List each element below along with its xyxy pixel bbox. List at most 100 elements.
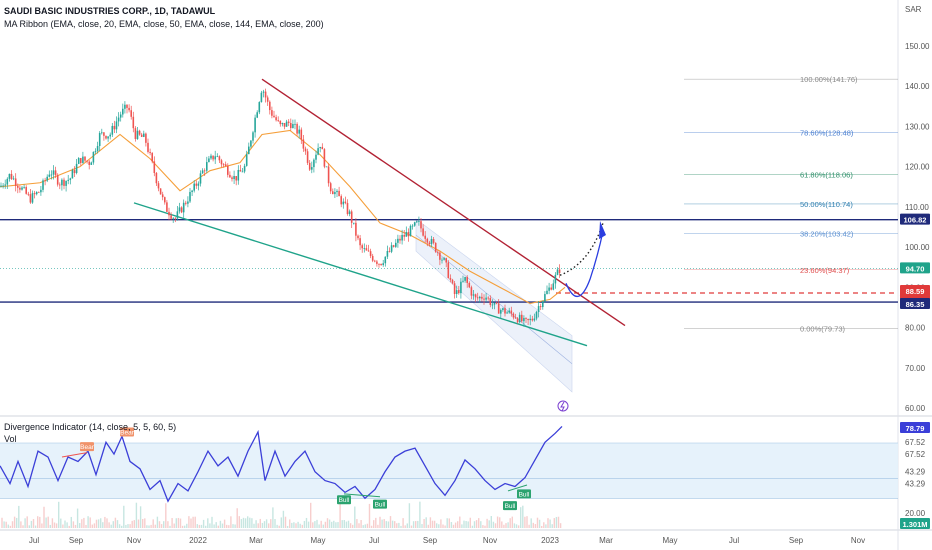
candle-body [296, 123, 298, 134]
candle-body [109, 134, 111, 137]
volume-bar [223, 519, 226, 528]
volume-bar [173, 523, 175, 528]
volume-bar [238, 516, 240, 528]
candle-body [258, 102, 261, 113]
volume-bar [333, 520, 335, 528]
candle-body [277, 120, 279, 122]
signal-label: Bear [120, 429, 135, 436]
candle-body [10, 173, 13, 180]
volume-bar [165, 503, 167, 528]
volume-bar [198, 524, 201, 528]
volume-bar [76, 508, 79, 528]
candle-body [342, 201, 345, 205]
time-tick-label: Sep [423, 536, 438, 545]
candle-body [300, 129, 303, 140]
volume-bar [349, 523, 352, 528]
candle-body [46, 176, 48, 181]
candle-body [405, 232, 408, 237]
candle-body [4, 184, 6, 186]
volume-bar [297, 521, 299, 528]
candle-body [151, 153, 153, 162]
candle-body [245, 154, 248, 166]
volume-bar [217, 525, 219, 528]
volume-bar [100, 518, 102, 528]
candle-body [275, 117, 277, 121]
volume-bar [293, 522, 295, 528]
volume-bar [196, 524, 198, 528]
volume-bar [133, 520, 135, 528]
volume-bar [53, 522, 56, 528]
volume-bar [179, 518, 182, 528]
signal-label: Bear [80, 444, 95, 451]
candle-body [441, 259, 443, 261]
volume-bar [417, 520, 419, 528]
volume-bar [469, 517, 471, 528]
volume-bar [9, 525, 12, 528]
price-tick-label: 150.00 [905, 42, 930, 51]
candle-body [248, 146, 250, 155]
volume-bar [303, 520, 306, 528]
candle-body [262, 91, 265, 93]
support-trendline [133, 202, 588, 347]
candle-body [369, 251, 372, 256]
candle-body [227, 165, 229, 175]
signal-label: Bull [339, 497, 350, 504]
indicator-tick-label: 43.29 [905, 480, 926, 489]
volume-bar [87, 516, 89, 528]
candle-body [376, 261, 378, 264]
candle-body [516, 318, 519, 323]
candle-body [241, 171, 244, 173]
volume-bar [301, 524, 303, 528]
fib-level-label: 0.00%(79.73) [800, 325, 846, 334]
price-label-value: 94.70 [906, 264, 925, 273]
volume-bar [192, 516, 194, 528]
candle-body [546, 290, 548, 295]
candle-body [432, 239, 435, 243]
candle-body [266, 97, 269, 102]
candle-body [107, 136, 109, 139]
volume-bar [184, 525, 186, 528]
volume-bar [167, 521, 169, 528]
signal-label: Bull [519, 491, 530, 498]
candle-body [122, 108, 124, 115]
candle-body [113, 125, 116, 130]
volume-bar [347, 520, 350, 528]
volume-bar [345, 521, 348, 528]
volume-bar [274, 519, 276, 528]
volume-bar [452, 524, 455, 528]
candle-body [145, 133, 147, 143]
volume-bar [219, 520, 222, 528]
volume-bar [24, 518, 26, 528]
candle-body [164, 197, 166, 203]
candle-body [0, 185, 2, 187]
candle-body [195, 183, 198, 186]
candle-body [390, 245, 393, 252]
candle-body [243, 165, 246, 172]
volume-bar [49, 524, 51, 528]
volume-bar [429, 517, 432, 528]
volume-bar [381, 519, 383, 528]
volume-bar [83, 517, 85, 528]
volume-bar [368, 503, 371, 528]
volume-bar [475, 520, 478, 528]
indicator-value: 78.79 [906, 424, 925, 433]
descending-resistance-trendline [261, 78, 626, 327]
candle-body [153, 161, 156, 173]
candle-body [359, 238, 361, 246]
candle-body [172, 218, 174, 220]
candle-body [88, 161, 90, 165]
volume-bar [175, 518, 177, 528]
volume-bar [209, 523, 211, 528]
candle-body [453, 283, 456, 294]
volume-bar [188, 516, 190, 528]
candle-body [199, 173, 202, 184]
candle-body [201, 170, 204, 174]
candle-body [474, 294, 477, 298]
candle-body [472, 294, 475, 296]
candle-body [506, 312, 508, 314]
time-tick-label: Jul [369, 536, 379, 545]
volume-bar [186, 523, 188, 528]
volume-bar [135, 502, 138, 528]
